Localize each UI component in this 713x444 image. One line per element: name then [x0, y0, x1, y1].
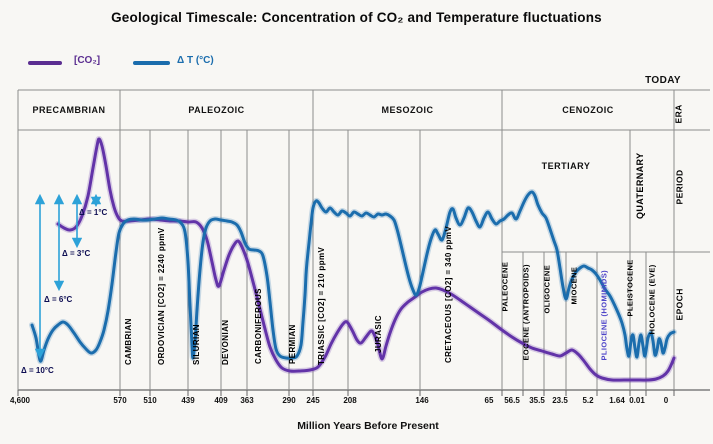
x-axis-title: Million Years Before Present: [297, 420, 439, 432]
period-label: DEVONIAN: [221, 319, 230, 365]
x-tick-label: 56.5: [504, 396, 520, 405]
x-tick-label: 439: [181, 396, 195, 405]
era-cell-paleozoic: PALEOZOIC: [188, 105, 245, 115]
x-tick-label: 23.5: [552, 396, 568, 405]
x-tick-label: 5.2: [582, 396, 594, 405]
period-label: CARBONIFEROUS: [254, 288, 263, 364]
delta-annotation: Δ = 1°C: [79, 208, 108, 217]
period-label: ORDOVICIAN [CO2] = 2240 ppmV: [157, 227, 166, 365]
period-label: SILURIAN: [192, 324, 201, 365]
co2-legend-swatch: [28, 61, 62, 65]
era-cell-mesozoic: MESOZOIC: [381, 105, 434, 115]
x-tick-label: 245: [306, 396, 320, 405]
x-tick-label: 510: [143, 396, 157, 405]
temp-legend-label: Δ T (°C): [177, 55, 214, 66]
row-label-era: ERA: [673, 103, 684, 123]
x-tick-label: 0: [663, 396, 669, 405]
today-label: TODAY: [645, 75, 681, 86]
era-cell-cenozoic: CENOZOIC: [562, 105, 614, 115]
epoch-label: OLIGOCENE: [542, 264, 552, 313]
period-cell-tertiary: TERTIARY: [541, 161, 591, 171]
era-cell-precambrian: PRECAMBRIAN: [32, 105, 106, 115]
period-label: PERMIAN: [288, 324, 297, 364]
temp-legend-swatch: [133, 61, 170, 65]
row-label-epoch: EPOCH: [674, 287, 685, 320]
delta-annotation: Δ = 10°C: [21, 366, 54, 375]
period-label: JURASIC: [374, 315, 383, 353]
x-tick-label: 0.01: [629, 396, 645, 405]
delta-annotation: Δ = 6°C: [44, 295, 73, 304]
epoch-label: PLIOCENE (HOMINIDS): [599, 269, 609, 360]
epoch-label: PALEOCENE: [500, 261, 510, 311]
period-label: CAMBRIAN: [124, 318, 133, 365]
x-tick-label: 35.5: [529, 396, 545, 405]
x-tick-label: 409: [214, 396, 228, 405]
x-tick-label: 1.64: [609, 396, 625, 405]
period-label: CRETACEOUS [CO2] = 340 ppmV: [444, 225, 453, 363]
epoch-label: PLEISTOCENE: [625, 258, 635, 316]
period-cell-quaternary: QUATERNARY: [634, 152, 645, 220]
delta-annotation: Δ = 3°C: [62, 249, 91, 258]
x-tick-label: 208: [343, 396, 357, 405]
x-tick-label: 570: [113, 396, 127, 405]
x-tick-label: 146: [415, 396, 429, 405]
epoch-label: HOLOCENE (EVE): [647, 263, 657, 334]
temp-curve: [30, 190, 676, 363]
x-tick-label: 4,600: [9, 396, 31, 405]
x-tick-label: 290: [282, 396, 296, 405]
x-tick-label: 65: [484, 396, 494, 405]
epoch-label: EOCENE (ANTROPOIDS): [521, 263, 531, 360]
epoch-label: MIOCENE: [569, 266, 579, 304]
co2-legend-label: [CO₂]: [74, 55, 101, 66]
row-label-period: PERIOD: [674, 169, 685, 204]
chart-title: Geological Timescale: Concentration of C…: [111, 10, 602, 25]
period-label: TRIASSIC [CO2] = 210 ppmV: [317, 246, 326, 365]
x-tick-label: 363: [240, 396, 254, 405]
